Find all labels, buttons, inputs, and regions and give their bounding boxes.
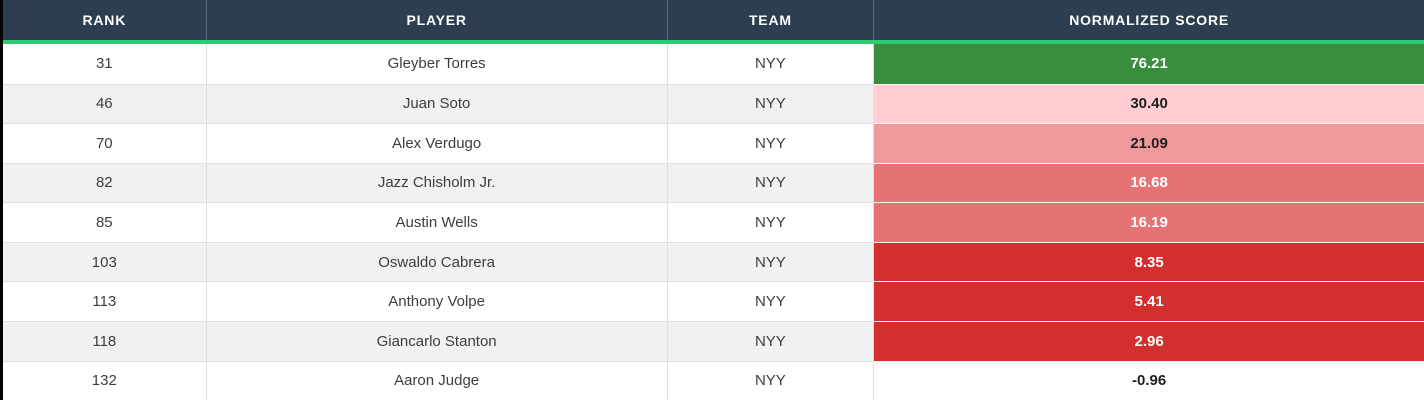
score-cell: 2.96 (874, 320, 1424, 361)
table-row: 46 Juan Soto NYY 30.40 (3, 83, 1424, 124)
header-accent-line (3, 40, 1424, 44)
team-cell: NYY (667, 241, 875, 282)
table-row: 118 Giancarlo Stanton NYY 2.96 (3, 320, 1424, 361)
team-cell: NYY (667, 281, 875, 321)
score-cell: 76.21 (874, 44, 1424, 84)
table-row: 113 Anthony Volpe NYY 5.41 (3, 281, 1424, 321)
score-cell: 21.09 (874, 123, 1424, 163)
column-header-player[interactable]: PLAYER (207, 0, 668, 40)
player-cell: Jazz Chisholm Jr. (206, 162, 668, 203)
rank-cell: 85 (3, 202, 207, 242)
rank-cell: 31 (3, 44, 207, 84)
table-body: 31 Gleyber Torres NYY 76.21 46 Juan Soto… (3, 44, 1424, 400)
rank-cell: 46 (3, 83, 207, 124)
table-header-row: RANK PLAYER TEAM NORMALIZED SCORE (3, 0, 1424, 40)
column-header-team[interactable]: TEAM (668, 0, 875, 40)
player-cell: Austin Wells (206, 202, 668, 242)
team-cell: NYY (667, 320, 875, 361)
score-cell: 8.35 (874, 241, 1424, 282)
table-row: 82 Jazz Chisholm Jr. NYY 16.68 (3, 162, 1424, 203)
rank-cell: 70 (3, 123, 207, 163)
team-cell: NYY (667, 162, 875, 203)
player-cell: Juan Soto (206, 83, 668, 124)
score-cell: 16.68 (874, 162, 1424, 203)
table-row: 70 Alex Verdugo NYY 21.09 (3, 123, 1424, 163)
rank-cell: 118 (3, 320, 207, 361)
table-row: 132 Aaron Judge NYY -0.96 (3, 360, 1424, 400)
table-row: 85 Austin Wells NYY 16.19 (3, 202, 1424, 242)
rank-cell: 113 (3, 281, 207, 321)
player-cell: Anthony Volpe (206, 281, 668, 321)
team-cell: NYY (667, 123, 875, 163)
score-cell: 5.41 (874, 281, 1424, 321)
player-cell: Gleyber Torres (206, 44, 668, 84)
score-cell: 30.40 (874, 83, 1424, 124)
rank-cell: 82 (3, 162, 207, 203)
score-cell: -0.96 (874, 360, 1424, 400)
rank-cell: 132 (3, 360, 207, 400)
team-cell: NYY (667, 83, 875, 124)
column-header-normalized-score[interactable]: NORMALIZED SCORE (1069, 12, 1229, 28)
table-row: 103 Oswaldo Cabrera NYY 8.35 (3, 241, 1424, 282)
player-cell: Aaron Judge (206, 360, 668, 400)
player-cell: Giancarlo Stanton (206, 320, 668, 361)
team-cell: NYY (667, 360, 875, 400)
table-row: 31 Gleyber Torres NYY 76.21 (3, 44, 1424, 84)
team-cell: NYY (667, 202, 875, 242)
player-cell: Oswaldo Cabrera (206, 241, 668, 282)
rank-cell: 103 (3, 241, 207, 282)
player-cell: Alex Verdugo (206, 123, 668, 163)
score-cell: 16.19 (874, 202, 1424, 242)
column-header-rank[interactable]: RANK (3, 0, 207, 40)
team-cell: NYY (667, 44, 875, 84)
